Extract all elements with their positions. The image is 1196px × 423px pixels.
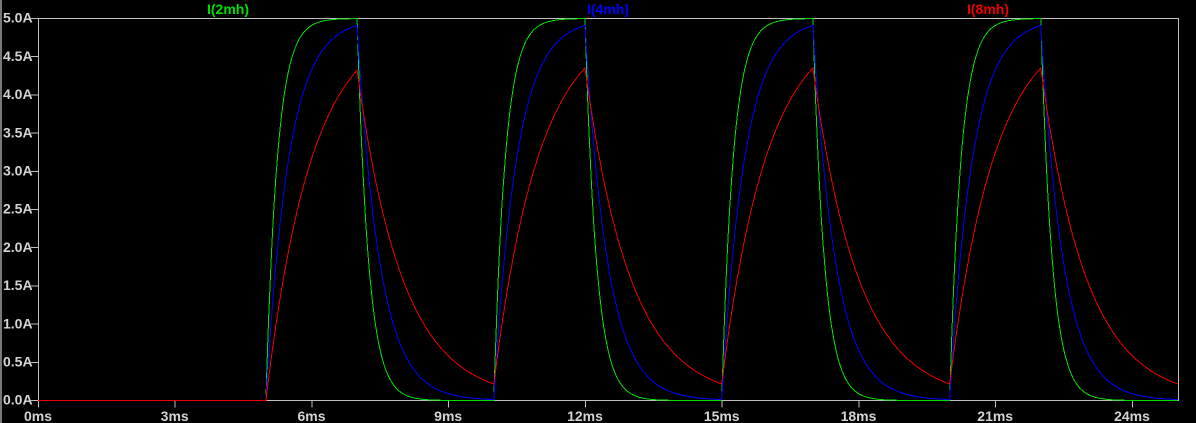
svg-text:0.5A: 0.5A [3,354,33,370]
svg-text:18ms: 18ms [841,408,877,423]
svg-text:1.5A: 1.5A [3,277,33,293]
svg-text:9ms: 9ms [434,408,462,423]
svg-text:2.5A: 2.5A [3,201,33,217]
svg-text:I(2mh): I(2mh) [207,1,249,17]
svg-text:3.5A: 3.5A [3,124,33,140]
svg-text:1.0A: 1.0A [3,315,33,331]
svg-text:0ms: 0ms [24,408,52,423]
svg-text:2.0A: 2.0A [3,239,33,255]
svg-text:0.0A: 0.0A [3,392,33,408]
svg-text:6ms: 6ms [297,408,325,423]
svg-text:24ms: 24ms [1114,408,1150,423]
svg-text:21ms: 21ms [977,408,1013,423]
svg-text:4.0A: 4.0A [3,86,33,102]
svg-text:3ms: 3ms [161,408,189,423]
svg-text:3.0A: 3.0A [3,163,33,179]
svg-text:15ms: 15ms [704,408,740,423]
svg-text:I(4mh): I(4mh) [587,1,629,17]
svg-text:4.5A: 4.5A [3,48,33,64]
svg-text:5.0A: 5.0A [3,10,33,26]
svg-text:12ms: 12ms [567,408,603,423]
svg-text:I(8mh): I(8mh) [967,1,1009,17]
